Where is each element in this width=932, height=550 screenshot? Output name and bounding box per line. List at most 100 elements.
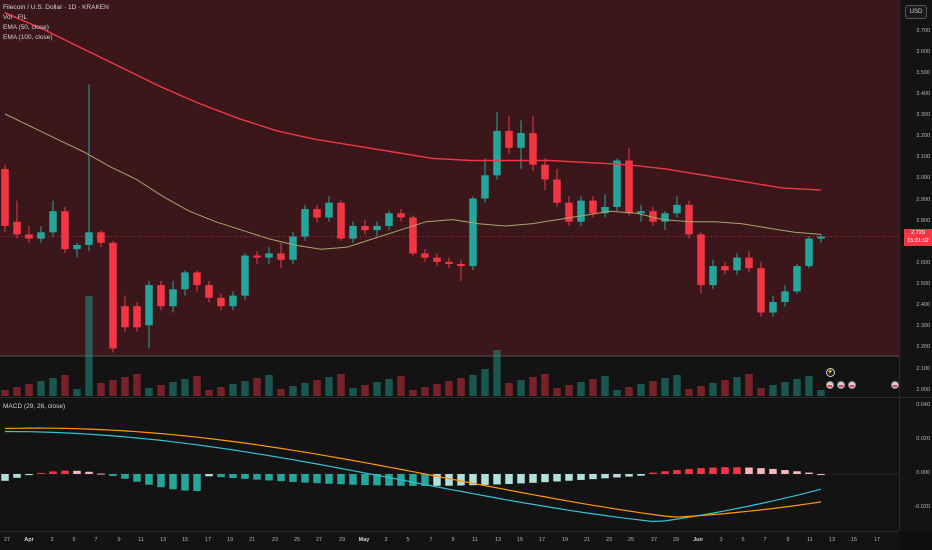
price-scale[interactable]: 3.700 3.600 3.500 3.400 3.300 3.200 3.100 3.000… [899,0,932,397]
candle-body [301,209,309,237]
time-tick-label: 9 [786,537,790,543]
candle-body [193,272,201,286]
candle-body [661,213,669,222]
earnings-icon[interactable]: ⚡ [826,368,835,377]
volume-bar [373,382,381,396]
macd-histogram-bar [229,474,237,479]
macd-histogram-bar [721,467,729,474]
time-tick-label: 9 [117,537,121,543]
event-flag-icon[interactable] [891,381,899,389]
candle-body [565,202,573,222]
volume-bar [25,384,33,396]
macd-histogram-bar [193,474,201,491]
macd-histogram-bar [517,474,525,484]
macd-histogram-bar [325,474,333,484]
price-chart-canvas[interactable] [0,0,899,397]
time-tick-label: 29 [338,537,346,543]
macd-line [4,430,822,523]
macd-histogram-bar [553,474,561,482]
macd-histogram-bar [241,474,249,479]
macd-scale[interactable]: 0.040 0.020 0.000 -0.020 [899,398,932,531]
ema50-line [4,113,822,250]
candle-body [613,160,621,207]
time-tick-label: Jun [693,537,703,543]
ema100-line [4,12,822,191]
volume-bar [37,381,45,396]
volume-bar [337,374,345,396]
volume-bar [733,377,741,396]
volume-bar [469,375,477,396]
volume-bar [805,376,813,396]
macd-histogram-bar [529,474,537,483]
volume-legend[interactable]: Vol · FIL [3,14,28,21]
ema100-legend[interactable]: EMA (100, close) [3,34,53,41]
macd-canvas[interactable] [0,398,899,531]
candle-body [601,206,609,214]
macd-histogram-bar [601,474,609,479]
event-flag-icon[interactable] [848,381,856,389]
candle-body [649,211,657,222]
candle-body [229,295,237,307]
candle-body [181,272,189,290]
price-tick-label: 3.600 [916,49,930,55]
macd-histogram-bar [337,474,345,485]
macd-histogram-bar [445,474,453,486]
candle-body [529,133,537,165]
macd-tick-label: 0.000 [916,470,930,476]
volume-bar [325,377,333,396]
candle-body [145,285,153,326]
candle-body [781,291,789,302]
candle-body [697,234,705,286]
event-flag-icon[interactable] [837,381,845,389]
macd-histogram-bar [385,474,393,486]
symbol-title[interactable]: Filecoin / U.S. Dollar · 1D · KRAKEN [3,4,109,11]
macd-histogram-bar [313,474,321,484]
macd-histogram-bar [745,467,753,474]
price-tick-label: 2.300 [916,323,930,329]
volume-bar [601,376,609,396]
macd-histogram-bar [49,471,57,474]
macd-histogram-bar [481,474,489,485]
candle-body [397,213,405,218]
macd-histogram-bar [589,474,597,480]
ema50-legend[interactable]: EMA (50, close) [3,24,49,31]
candle-body [625,160,633,214]
macd-pane[interactable]: MACD (29, 26, close) [0,398,899,531]
time-tick-label: 13 [828,537,836,543]
pane-separator[interactable] [0,397,932,398]
volume-bar [625,387,633,396]
volume-bar [385,379,393,396]
time-axis[interactable]: 27 Apr 3 5 7 9 11 13 15 17 19 21 23 25 27 29 May 3 5 7 9 11 13… [0,531,899,550]
candle-body [433,257,441,262]
volume-bar [193,376,201,396]
macd-histogram-bar [85,471,93,474]
macd-histogram-bar [469,474,477,486]
macd-histogram-bar [349,474,357,485]
time-tick-label: 25 [293,537,301,543]
macd-histogram-bar [769,468,777,474]
event-flag-icon[interactable] [826,381,834,389]
volume-bar [229,384,237,396]
candle-body [25,234,33,239]
price-tick-label: 3.400 [916,91,930,97]
candle-body [61,211,69,250]
candle-body [289,236,297,260]
price-tick-label: 3.700 [916,28,930,34]
candle-body [121,306,129,328]
macd-histogram-bar [541,474,549,483]
candle-body [817,236,825,239]
volume-bar [289,386,297,396]
time-tick-label: 11 [807,537,813,543]
macd-histogram-bar [673,470,681,474]
volume-bar [85,296,93,396]
macd-histogram-bar [97,473,105,475]
time-tick-label: 27 [315,537,323,543]
candle-body [805,238,813,267]
candle-body [337,202,345,239]
volume-bar [757,388,765,396]
price-chart-pane[interactable]: Filecoin / U.S. Dollar · 1D · KRAKEN Vol… [0,0,899,397]
macd-legend[interactable]: MACD (29, 26, close) [3,403,66,410]
time-tick-label: 29 [672,537,680,543]
candle-body [481,175,489,199]
currency-button[interactable]: USD [905,5,927,19]
